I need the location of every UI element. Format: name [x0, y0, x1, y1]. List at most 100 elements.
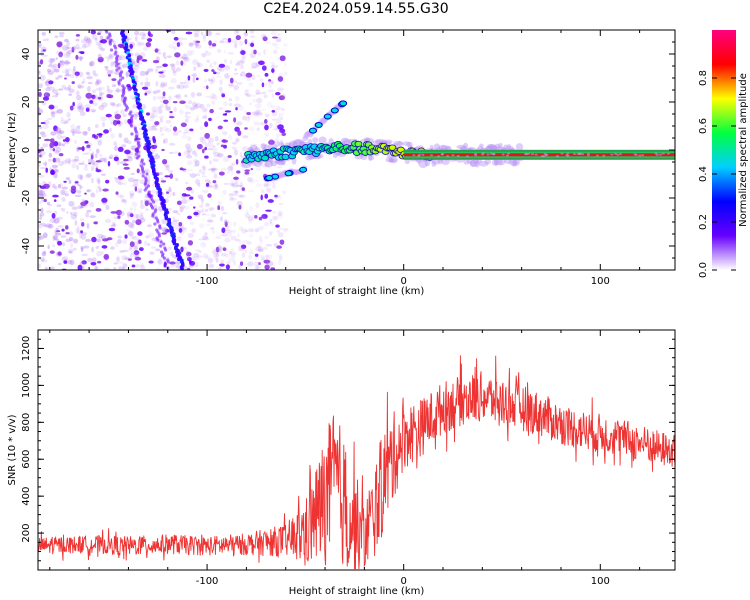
noise-speckle — [64, 86, 70, 91]
noise-speckle — [265, 41, 272, 45]
noise-speckle — [41, 251, 47, 257]
noise-speckle — [86, 144, 91, 148]
noise-speckle — [212, 247, 218, 253]
noise-speckle — [211, 100, 215, 105]
noise-speckle — [170, 251, 174, 257]
band-speckle — [602, 154, 606, 157]
oblique-streak-point — [164, 216, 169, 221]
noise-speckle — [224, 110, 232, 113]
noise-speckle — [173, 151, 181, 154]
noise-speckle — [77, 83, 82, 89]
noise-speckle — [125, 229, 132, 232]
noise-speckle — [189, 221, 195, 226]
noise-speckle — [257, 226, 265, 231]
noise-speckle — [101, 197, 108, 204]
noise-speckle — [40, 50, 43, 57]
noise-speckle — [249, 102, 253, 106]
noise-speckle — [120, 109, 125, 115]
noise-speckle — [39, 131, 46, 136]
track-halo — [388, 158, 397, 163]
secondary-streak-point — [121, 76, 125, 80]
noise-speckle — [95, 207, 102, 212]
noise-speckle — [206, 85, 209, 90]
noise-speckle — [165, 192, 172, 199]
noise-speckle — [81, 146, 85, 152]
branch-point — [339, 100, 348, 107]
noise-speckle — [235, 30, 239, 34]
noise-speckle — [235, 158, 239, 165]
noise-speckle — [60, 207, 64, 211]
noise-speckle — [220, 167, 228, 172]
noise-speckle — [220, 40, 225, 43]
noise-speckle — [216, 176, 223, 179]
noise-speckle — [262, 257, 266, 262]
noise-speckle — [186, 251, 192, 257]
noise-speckle — [65, 119, 69, 123]
noise-speckle — [127, 258, 132, 261]
noise-speckle — [114, 113, 122, 120]
noise-speckle — [112, 221, 116, 226]
noise-speckle — [125, 153, 131, 158]
band-speckle — [451, 154, 455, 157]
noise-speckle — [98, 104, 105, 111]
noise-speckle — [231, 162, 235, 166]
noise-speckle — [192, 76, 196, 83]
noise-speckle — [271, 89, 275, 93]
noise-speckle — [147, 88, 153, 94]
noise-speckle — [276, 39, 282, 42]
noise-speckle — [172, 209, 179, 214]
noise-speckle — [165, 166, 170, 171]
secondary-streak-point — [162, 256, 166, 260]
noise-speckle — [57, 251, 62, 256]
noise-speckle — [139, 51, 146, 58]
noise-speckle — [150, 114, 155, 119]
noise-speckle — [259, 78, 263, 83]
noise-speckle — [214, 181, 217, 188]
noise-speckle — [157, 259, 163, 265]
noise-speckle — [148, 117, 155, 122]
noise-speckle — [55, 77, 59, 80]
noise-speckle — [38, 70, 42, 76]
band-speckle — [618, 153, 622, 156]
secondary-streak-point — [166, 260, 170, 264]
noise-speckle — [181, 37, 188, 41]
noise-speckle — [80, 51, 85, 55]
noise-speckle — [275, 91, 281, 96]
noise-speckle — [169, 63, 175, 67]
noise-speckle — [182, 132, 187, 136]
noise-speckle — [279, 239, 285, 245]
noise-speckle — [265, 209, 272, 212]
band-speckle — [633, 153, 637, 156]
noise-speckle — [122, 238, 128, 245]
noise-speckle — [38, 108, 44, 114]
noise-speckle — [53, 104, 59, 110]
noise-speckle — [179, 204, 186, 209]
noise-speckle — [241, 55, 246, 60]
noise-speckle — [83, 36, 89, 42]
noise-speckle — [79, 56, 83, 62]
noise-speckle — [138, 239, 142, 244]
band-speckle — [481, 153, 485, 156]
noise-speckle — [244, 38, 248, 45]
noise-speckle — [229, 164, 234, 170]
noise-speckle — [63, 52, 71, 59]
noise-speckle — [87, 257, 93, 263]
track-halo — [477, 145, 484, 151]
track-halo — [512, 158, 520, 166]
noise-speckle — [48, 104, 55, 110]
noise-speckle — [115, 177, 120, 180]
noise-speckle — [202, 148, 205, 154]
noise-speckle — [65, 225, 69, 230]
noise-speckle — [125, 70, 131, 77]
noise-speckle — [55, 130, 63, 135]
noise-speckle — [238, 40, 244, 46]
noise-speckle — [77, 264, 83, 270]
noise-speckle — [65, 177, 71, 181]
noise-speckle — [194, 164, 200, 167]
noise-speckle — [217, 200, 222, 207]
noise-speckle — [157, 106, 162, 110]
noise-speckle — [208, 79, 214, 82]
noise-speckle — [224, 73, 230, 79]
noise-speckle — [213, 252, 220, 258]
